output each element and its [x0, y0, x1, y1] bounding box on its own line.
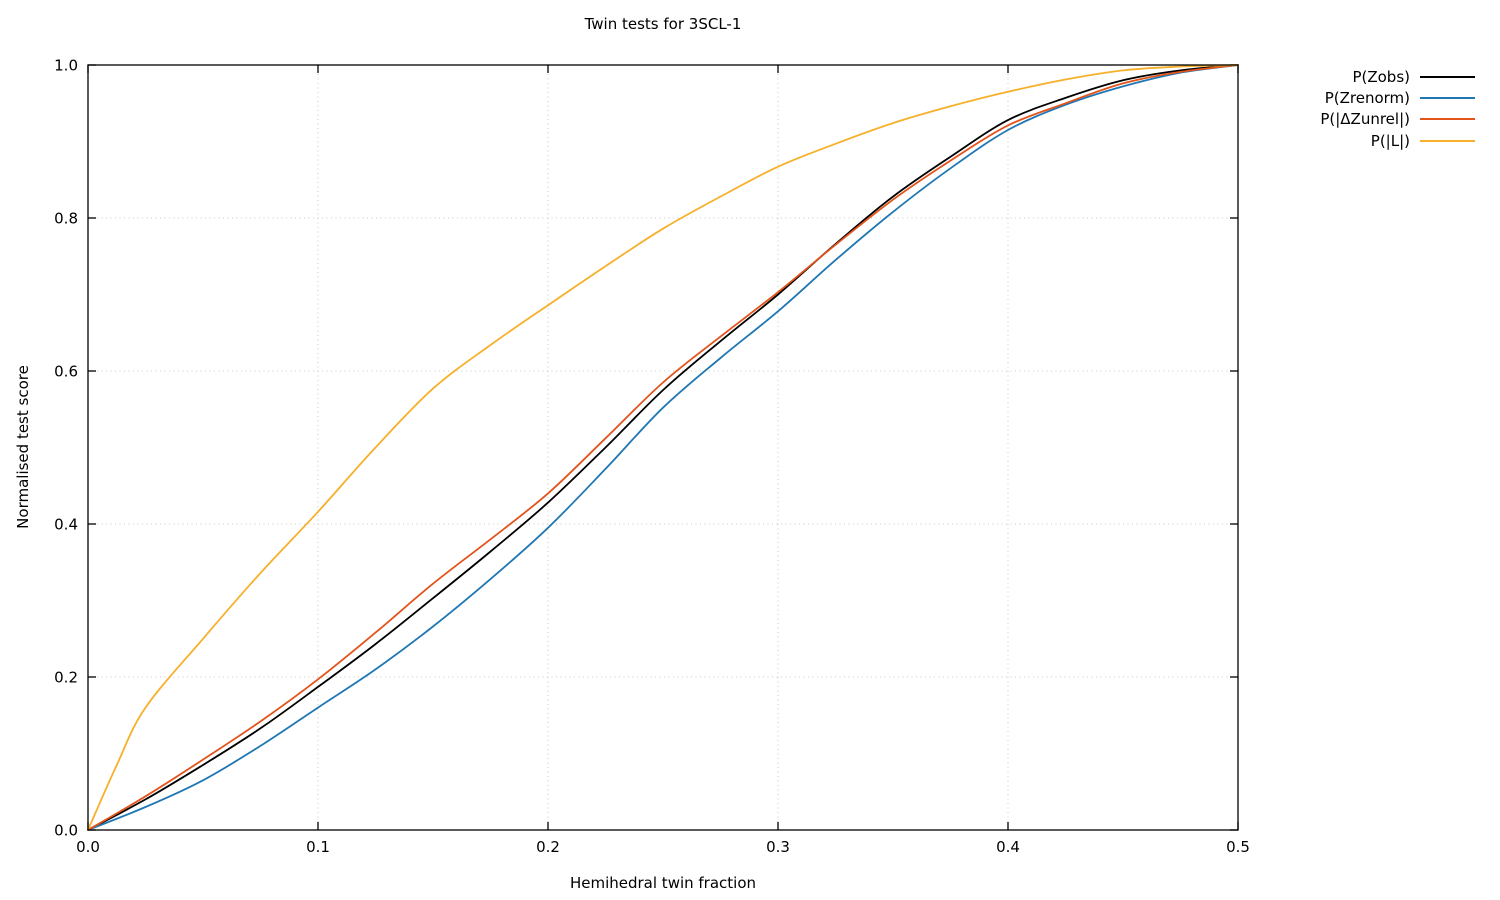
- plot-border: [87, 64, 1239, 831]
- chart-title: Twin tests for 3SCL-1: [584, 15, 742, 33]
- series-curve-3: [87, 64, 1239, 831]
- x-tick-label: 0.3: [766, 838, 790, 856]
- y-tick-label: 0.8: [54, 210, 78, 228]
- legend-label: P(|L|): [1370, 131, 1410, 150]
- series-curve-2: [87, 64, 1239, 831]
- x-tick-label: 0.1: [306, 838, 330, 856]
- legend-label: P(Zobs): [1352, 67, 1410, 86]
- legend-line-swatch: [1420, 118, 1475, 121]
- legend-line-swatch: [1420, 75, 1475, 78]
- x-tick-label: 0.5: [1226, 838, 1250, 856]
- series-curve-0: [87, 64, 1239, 831]
- legend-entry: P(|L|): [1320, 130, 1475, 151]
- x-axis-label: Hemihedral twin fraction: [569, 874, 757, 892]
- series-curve-1: [87, 64, 1239, 831]
- legend-label: P(Zrenorm): [1324, 88, 1410, 107]
- legend-entry: P(Zrenorm): [1320, 87, 1475, 108]
- y-tick-label: 0.6: [54, 363, 78, 381]
- y-tick-label: 0.0: [54, 822, 78, 840]
- legend-entry: P(Zobs): [1320, 66, 1475, 87]
- x-tick-label: 0.2: [536, 838, 560, 856]
- legend-line-swatch: [1420, 139, 1475, 142]
- legend: P(Zobs) P(Zrenorm) P(|ΔZunrel|) P(|L|): [1320, 66, 1475, 151]
- y-tick-label: 0.2: [54, 669, 78, 687]
- y-tick-label: 1.0: [54, 57, 78, 75]
- x-tick-label: 0.4: [996, 838, 1020, 856]
- legend-line-swatch: [1420, 96, 1475, 99]
- x-tick-label: 0.0: [76, 838, 100, 856]
- legend-entry: P(|ΔZunrel|): [1320, 109, 1475, 130]
- y-tick-label: 0.4: [54, 516, 78, 534]
- legend-label: P(|ΔZunrel|): [1320, 110, 1410, 129]
